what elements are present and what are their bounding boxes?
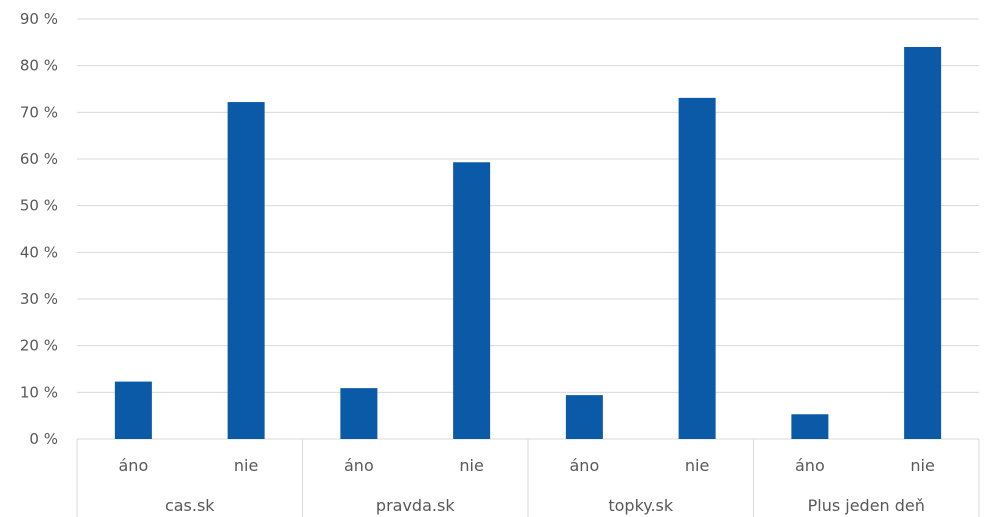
y-tick-label: 80 % <box>20 57 58 75</box>
x-group-label: topky.sk <box>608 496 674 515</box>
bars <box>114 47 942 440</box>
x-subcategory-label: áno <box>795 456 825 475</box>
y-tick-label: 90 % <box>20 10 58 28</box>
x-group-label: pravda.sk <box>376 496 455 515</box>
bar <box>565 395 603 439</box>
x-group-label: cas.sk <box>165 496 215 515</box>
bar <box>114 381 152 439</box>
y-tick-label: 70 % <box>20 103 58 121</box>
bar <box>904 47 942 439</box>
bar <box>791 414 829 439</box>
y-tick-label: 30 % <box>20 290 58 308</box>
x-subcategory-label: nie <box>685 456 709 475</box>
y-tick-label: 40 % <box>20 243 58 261</box>
x-subcategory-label: áno <box>570 456 600 475</box>
y-tick-label: 20 % <box>20 337 58 355</box>
gridlines <box>77 18 979 440</box>
x-subcategory-label: nie <box>234 456 258 475</box>
x-subcategory-label: áno <box>119 456 149 475</box>
y-axis-tick-labels: 0 % 10 % 20 % 30 % 40 % 50 % 60 % 70 % 80 % 90 % <box>20 10 58 448</box>
x-subcategory-label: áno <box>344 456 374 475</box>
y-tick-label: 10 % <box>20 383 58 401</box>
bar <box>678 97 716 439</box>
x-axis: áno nie cas.sk áno nie pravda.sk áno nie topky.s… <box>76 439 980 517</box>
y-tick-label: 0 % <box>29 430 58 448</box>
bar <box>340 388 378 439</box>
bar <box>227 102 265 440</box>
y-tick-label: 50 % <box>20 197 58 215</box>
x-group-label: Plus jeden deň <box>808 496 925 515</box>
x-subcategory-label: nie <box>910 456 934 475</box>
bar <box>453 162 491 439</box>
y-tick-label: 60 % <box>20 150 58 168</box>
x-subcategory-label: nie <box>459 456 483 475</box>
